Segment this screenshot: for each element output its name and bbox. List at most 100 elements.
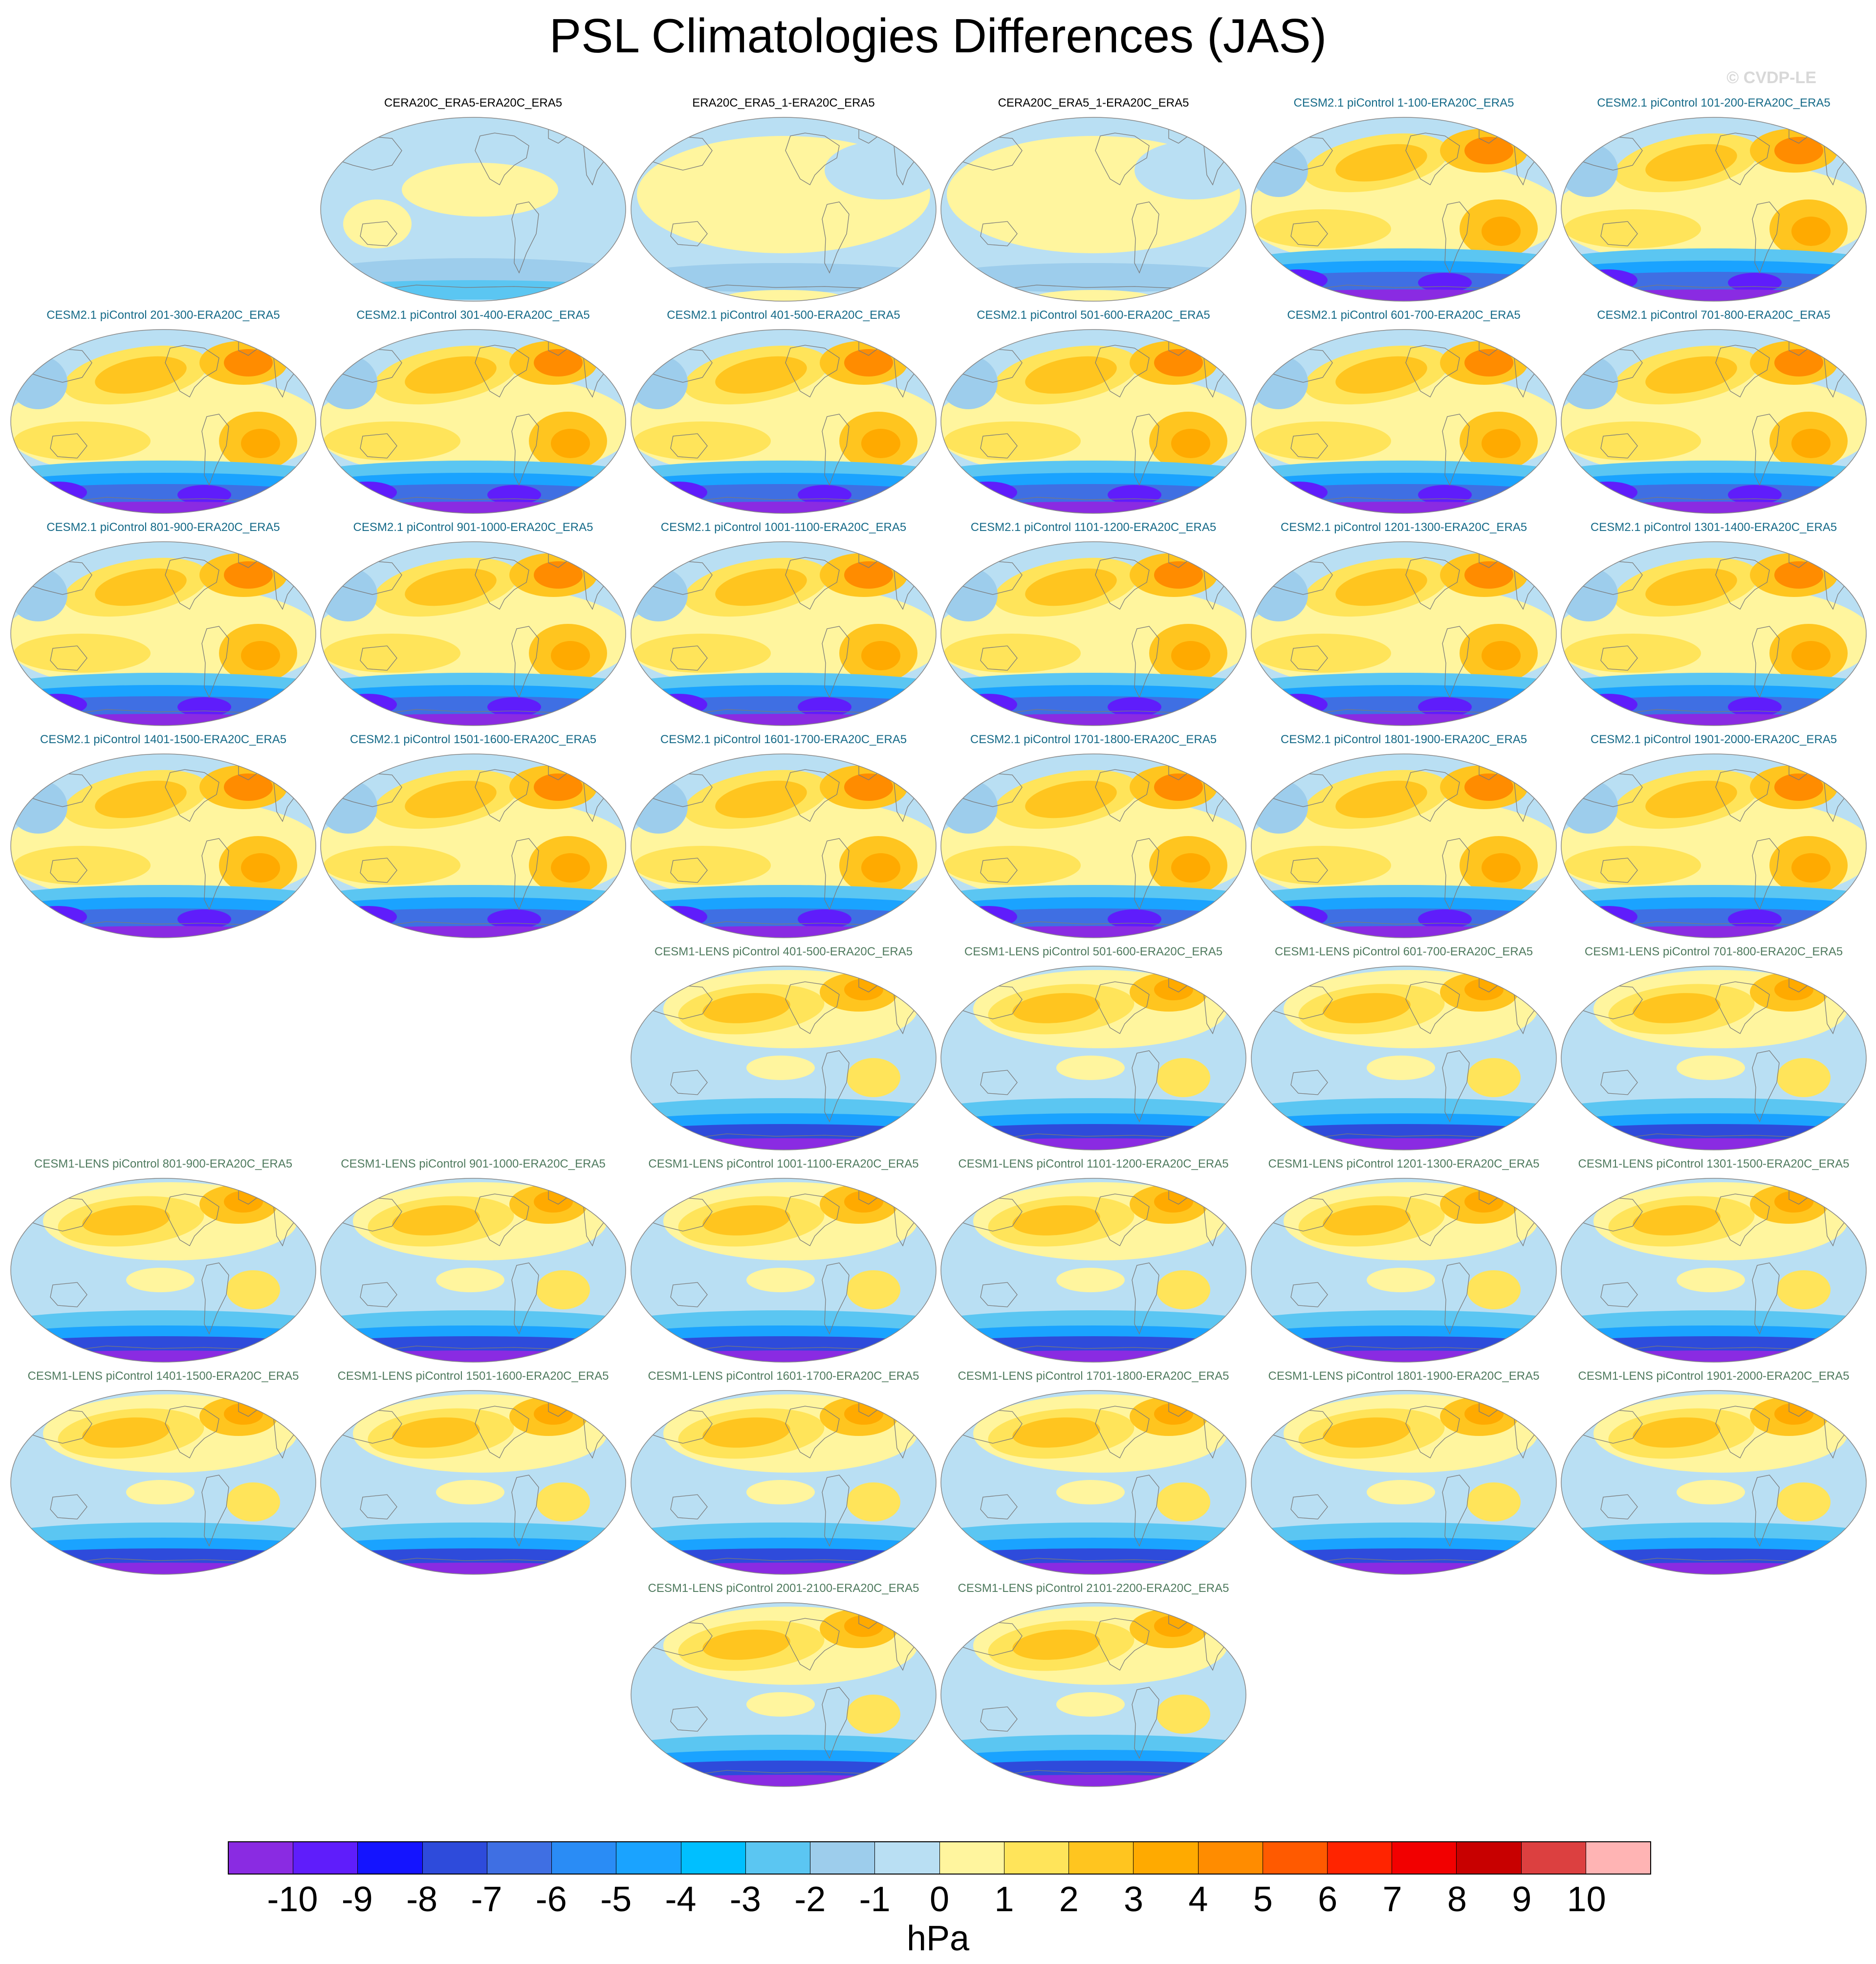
positive-anomaly (343, 199, 412, 248)
map-border (320, 1390, 626, 1575)
colorbar-swatch (745, 1842, 811, 1874)
panel-title: CESM2.1 piControl 401-500-ERA20C_ERA5 (667, 309, 900, 322)
map-panel: CESM2.1 piControl 1101-1200-ERA20C_ERA5 (939, 520, 1248, 731)
positive-anomaly (405, 568, 497, 606)
positive-anomaly (746, 1692, 815, 1717)
positive-anomaly (1025, 356, 1117, 394)
positive-anomaly (1774, 773, 1823, 801)
negative-anomaly (1728, 485, 1782, 505)
panel-title: CESM2.1 piControl 201-300-ERA20C_ERA5 (46, 309, 280, 322)
negative-anomaly (321, 355, 377, 409)
negative-anomaly (798, 697, 851, 717)
negative-anomaly (649, 482, 707, 503)
negative-anomaly (1728, 273, 1782, 292)
positive-anomaly (1367, 1056, 1435, 1080)
map-panel: CESM1-LENS piControl 401-500-ERA20C_ERA5 (629, 945, 938, 1156)
positive-anomaly (1482, 641, 1521, 670)
positive-anomaly (95, 780, 187, 818)
psl-difference-map (940, 1178, 1246, 1363)
panel-title: CESM2.1 piControl 501-600-ERA20C_ERA5 (977, 309, 1210, 322)
map-panel: ERA20C_ERA5_1-ERA20C_ERA5 (629, 96, 938, 307)
map-border (1561, 966, 1867, 1150)
map-border (320, 753, 626, 938)
positive-anomaly (402, 163, 558, 217)
positive-anomaly (436, 1268, 504, 1292)
continent-outline (511, 1262, 539, 1335)
negative-anomaly (487, 485, 541, 505)
map-border (631, 329, 937, 514)
continent-outline (822, 1475, 850, 1547)
negative-anomaly (321, 780, 377, 834)
continent-outline (475, 1406, 529, 1458)
continent-outline (360, 433, 397, 459)
positive-anomaly (95, 568, 187, 606)
continent-outline (670, 1494, 708, 1520)
psl-difference-map (10, 753, 316, 938)
continent-outline (1095, 557, 1150, 610)
continent-outline (1752, 1262, 1780, 1335)
negative-anomaly (631, 502, 936, 513)
positive-anomaly (1335, 356, 1427, 394)
positive-anomaly (746, 1056, 815, 1080)
positive-anomaly (126, 1480, 195, 1504)
panel-title: CESM2.1 piControl 1401-1500-ERA20C_ERA5 (40, 733, 287, 746)
negative-anomaly (649, 906, 707, 927)
negative-anomaly (11, 780, 67, 834)
continent-outline (1405, 981, 1460, 1034)
negative-anomaly (11, 1563, 316, 1574)
negative-anomaly (649, 694, 707, 715)
continent-outline (1290, 1070, 1328, 1095)
positive-anomaly (1774, 561, 1823, 589)
panel-title: CESM1-LENS piControl 601-700-ERA20C_ERA5 (1274, 945, 1533, 958)
positive-anomaly (1012, 993, 1100, 1023)
panel-title: CESM1-LENS piControl 1501-1600-ERA20C_ER… (337, 1369, 609, 1383)
negative-anomaly (338, 482, 397, 503)
positive-anomaly (1156, 1695, 1210, 1734)
positive-anomaly (702, 1205, 790, 1236)
positive-anomaly (224, 561, 273, 589)
psl-difference-map (940, 117, 1246, 302)
panel-title: CESM2.1 piControl 101-200-ERA20C_ERA5 (1597, 96, 1831, 110)
positive-anomaly (1467, 1270, 1521, 1309)
psl-difference-map (940, 1602, 1246, 1787)
positive-anomaly (551, 853, 590, 883)
negative-anomaly (941, 1350, 1246, 1362)
continent-outline (822, 1262, 850, 1335)
map-border (940, 541, 1246, 726)
positive-anomaly (14, 634, 151, 673)
panel-title: CESM1-LENS piControl 1601-1700-ERA20C_ER… (648, 1369, 919, 1383)
positive-anomaly (241, 853, 280, 883)
positive-anomaly (1633, 993, 1721, 1023)
positive-anomaly (14, 421, 151, 461)
psl-difference-map (10, 1178, 316, 1363)
continent-outline (50, 1282, 87, 1307)
psl-difference-map (940, 329, 1246, 514)
negative-anomaly (1561, 1563, 1866, 1574)
continent-outline (1095, 769, 1150, 822)
continent-outline (50, 1494, 87, 1520)
positive-anomaly (1633, 1205, 1721, 1236)
continent-outline (1715, 981, 1770, 1034)
colorbar-swatch (1069, 1842, 1134, 1874)
negative-anomaly (1251, 143, 1308, 197)
continent-outline (360, 645, 397, 671)
negative-anomaly (177, 485, 231, 505)
map-border (631, 541, 937, 726)
psl-difference-map (631, 541, 937, 726)
psl-difference-map (10, 329, 316, 514)
negative-anomaly (1251, 289, 1556, 301)
negative-anomaly (631, 926, 936, 938)
continent-outline (1600, 645, 1638, 671)
positive-anomaly (1367, 1480, 1435, 1504)
positive-anomaly (1464, 773, 1513, 801)
continent-outline (1442, 838, 1470, 910)
positive-anomaly (1791, 217, 1831, 246)
positive-anomaly (847, 1058, 900, 1097)
continent-outline (1132, 1687, 1159, 1759)
negative-anomaly (28, 482, 87, 503)
colorbar-ticks: -10 -9 -8 -7 -6 -5 -4 -3 -2 -1 0 1 2 3 4 5 6 7 8 9 10 (228, 1878, 1651, 1922)
continent-outline (1095, 1193, 1150, 1246)
map-border (940, 1602, 1246, 1787)
positive-anomaly (844, 561, 893, 589)
continent-outline (1290, 1282, 1328, 1307)
